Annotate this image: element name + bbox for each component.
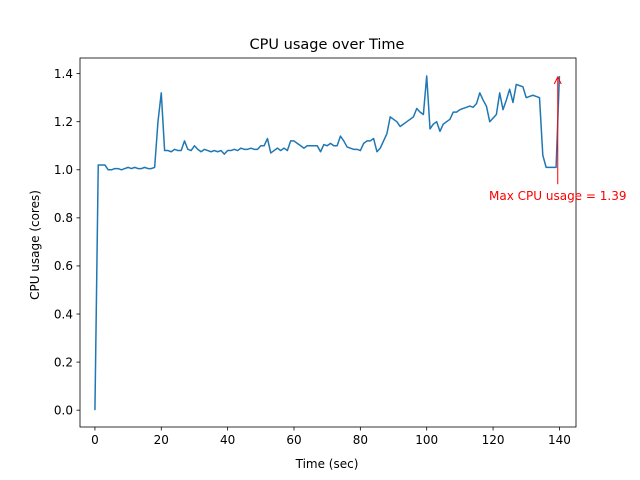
y-tick-label: 0.8 — [54, 211, 73, 225]
y-tick-label: 1.2 — [54, 115, 73, 129]
max-annotation: Max CPU usage = 1.39 — [489, 75, 626, 203]
plot-area — [79, 57, 577, 428]
x-tick-label: 140 — [548, 433, 571, 447]
y-tick-label: 1.4 — [54, 67, 73, 81]
annotation-label: Max CPU usage = 1.39 — [489, 189, 626, 203]
x-tick-label: 80 — [353, 433, 368, 447]
annotation-arrow-head — [553, 75, 562, 85]
y-tick-label: 0.6 — [54, 259, 73, 273]
x-tick-label: 100 — [415, 433, 438, 447]
y-tick-label: 1.0 — [54, 163, 73, 177]
plot-frame — [79, 57, 577, 428]
series-line-0 — [94, 75, 561, 411]
x-tick-label: 20 — [154, 433, 169, 447]
x-tick-label: 0 — [91, 433, 99, 447]
x-axis-title: Time (sec) — [295, 457, 359, 471]
chart-title: CPU usage over Time — [250, 37, 405, 53]
y-tick-label: 0.2 — [54, 355, 73, 369]
y-axis: 0.0 0.2 0.4 0.6 0.8 1.0 1.2 1.4 — [54, 67, 80, 417]
x-axis: 0 20 40 60 80 100 120 140 — [91, 427, 571, 447]
y-tick-label: 0.0 — [54, 403, 73, 417]
x-tick-label: 60 — [286, 433, 301, 447]
x-tick-label: 120 — [482, 433, 505, 447]
y-axis-title: CPU usage (cores) — [28, 190, 42, 300]
x-tick-label: 40 — [220, 433, 235, 447]
y-tick-label: 0.4 — [54, 307, 73, 321]
